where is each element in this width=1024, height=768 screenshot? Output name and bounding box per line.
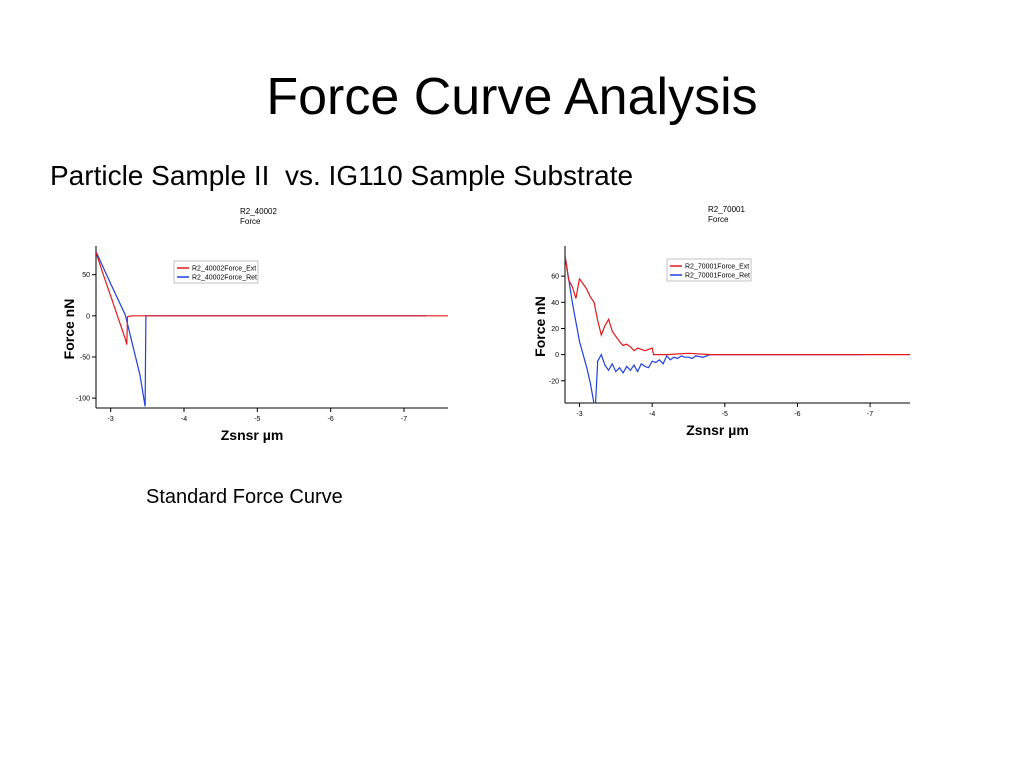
right-y-tick-label: 0 — [555, 352, 559, 359]
left-legend-label-ret: R2_40002Force_Ret — [192, 275, 257, 282]
right-series-ret-line — [565, 255, 863, 403]
right-y-tick-label: -20 — [549, 378, 559, 385]
left-y-tick-label: 50 — [82, 272, 90, 279]
right-x-tick-label: -5 — [722, 411, 728, 418]
right-x-tick-label: -6 — [794, 411, 800, 418]
left-y-tick-label: -100 — [76, 396, 90, 403]
left-legend-box — [173, 260, 259, 284]
left-x-tick-label: -5 — [254, 416, 260, 423]
right-x-tick-label: -3 — [576, 411, 582, 418]
right-x-axis-label: Zsnsr µm — [686, 422, 749, 438]
left-x-tick-label: -3 — [108, 416, 114, 423]
left-x-tick-label: -7 — [401, 416, 407, 423]
right-legend-label-ext: R2_70001Force_Ext — [685, 264, 749, 271]
right-y-tick-label: 40 — [551, 300, 559, 307]
right-y-tick-label: 20 — [551, 326, 559, 333]
right-x-tick-label: -7 — [867, 411, 873, 418]
left-x-tick-label: -6 — [328, 416, 334, 423]
left-chart-subtitle: Force — [240, 217, 261, 226]
force-chart-left-svg: R2_40002Force 50 0 -50 -100 -3 -4 -5 -6 -7 Zsnsr µ… — [61, 207, 448, 443]
slide-subtitle: Particle Sample II vs. IG110 Sample Subs… — [50, 160, 634, 191]
left-series-ret-line — [96, 251, 426, 407]
force-chart-right-svg: R2_70001Force 60 40 20 0 -20 -3 -4 -5 -6 -7 Zsnsr µ… — [532, 205, 910, 438]
left-y-tick-label: 0 — [86, 313, 90, 320]
left-y-axis-label: Force nN — [61, 299, 77, 360]
left-legend-label-ext: R2_40002Force_Ext — [192, 266, 256, 273]
left-chart-title: R2_40002 — [240, 207, 277, 216]
left-legend: R2_40002Force_Ext R2_40002Force_Ret — [173, 260, 259, 284]
right-chart-subtitle: Force — [708, 215, 729, 224]
right-series-ext-line — [565, 255, 910, 356]
left-x-axis-label: Zsnsr µm — [221, 427, 284, 443]
right-y-axis-label: Force nN — [532, 296, 548, 357]
right-x-tick-label: -4 — [649, 411, 655, 418]
right-y-tick-label: 60 — [551, 274, 559, 281]
left-y-tick-label: -50 — [80, 354, 90, 361]
left-x-tick-label: -4 — [181, 416, 187, 423]
force-chart-left: R2_40002 Force 50 0 -50 -100 -3 -4 -5 -6 -7 Zsnsr µ… — [61, 204, 454, 452]
right-legend-label-ret: R2_70001Force_Ret — [685, 273, 750, 280]
right-legend: R2_70001Force_Ext R2_70001Force_Ret — [666, 258, 752, 282]
right-legend-box — [666, 258, 752, 282]
chart-caption: Standard Force Curve — [146, 486, 343, 508]
slide-title: Force Curve Analysis — [266, 68, 758, 126]
force-chart-right: R2_70001 Force 60 40 20 0 -20 -3 -4 -5 -6 -7 Zsnsr µ… — [532, 202, 918, 446]
left-series-ext-line — [96, 252, 448, 345]
right-chart-title: R2_70001 — [708, 205, 745, 214]
